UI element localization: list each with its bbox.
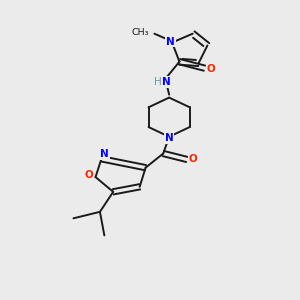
Text: O: O	[207, 64, 215, 74]
Text: N: N	[162, 77, 171, 87]
Text: CH₃: CH₃	[132, 28, 149, 37]
Text: N: N	[166, 37, 175, 46]
Text: O: O	[189, 154, 198, 164]
Text: N: N	[100, 149, 109, 159]
Text: O: O	[85, 170, 93, 180]
Text: H: H	[154, 77, 162, 87]
Text: N: N	[165, 133, 173, 143]
